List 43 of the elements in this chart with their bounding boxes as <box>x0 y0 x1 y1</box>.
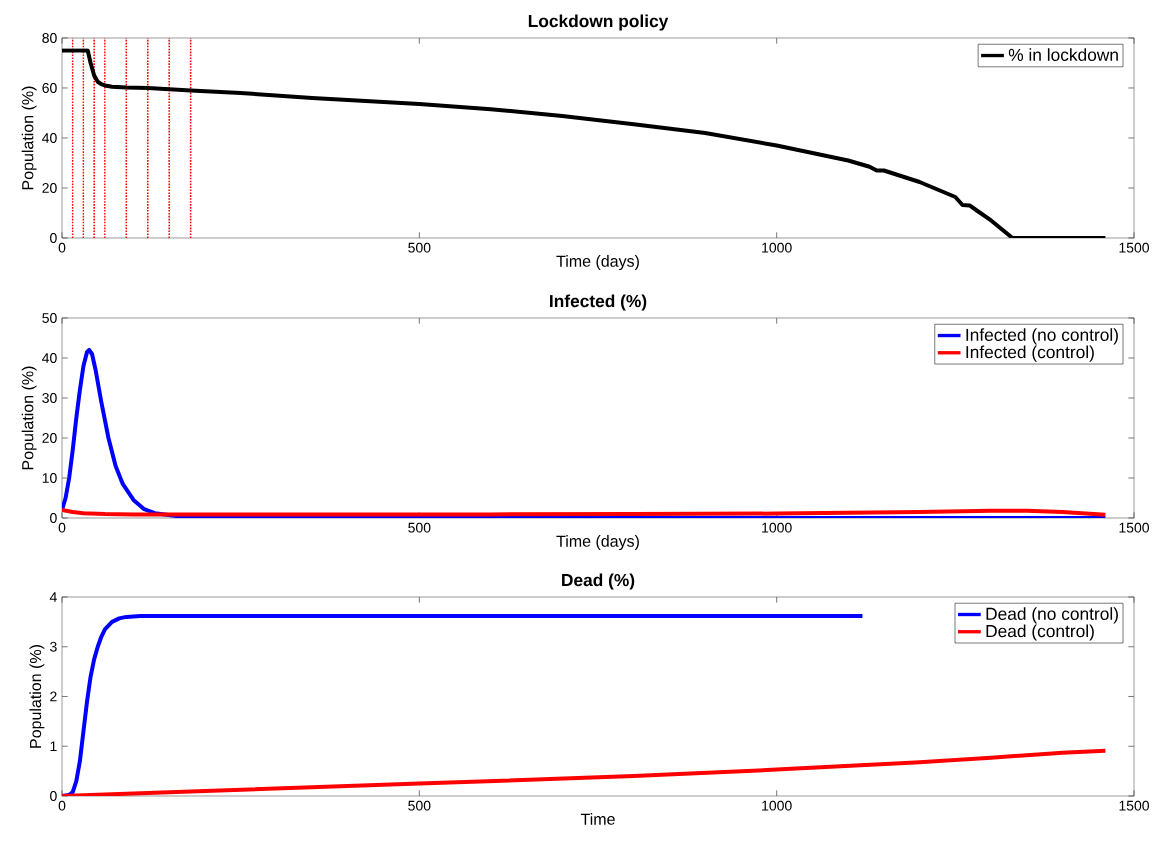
chart-title: Lockdown policy <box>528 14 669 31</box>
chart-title: Infected (%) <box>550 294 647 311</box>
x-tick-label: 0 <box>58 242 66 253</box>
y-tick-label: 3 <box>50 641 57 652</box>
y-axis-title: Population (%) <box>21 366 37 470</box>
x-tick-label: 500 <box>408 242 431 253</box>
y-tick-label: 1 <box>50 741 57 752</box>
y-tick-label: 2 <box>50 691 57 702</box>
line-series <box>62 748 1108 796</box>
y-tick-label: 50 <box>42 313 57 323</box>
x-tick-label: 0 <box>58 800 66 811</box>
y-tick-label: 40 <box>42 133 57 143</box>
x-axis-title: Time (days) <box>556 535 639 551</box>
legend-label: Dead (no control) <box>986 607 1118 624</box>
y-axis-title: Population (%) <box>29 645 45 748</box>
x-tick-label: 0 <box>58 522 66 533</box>
legend-label: Infected (no control) <box>966 328 1118 345</box>
legend-label: Dead (control) <box>986 624 1094 641</box>
x-tick-label: 1000 <box>762 800 792 811</box>
y-tick-label: 30 <box>42 393 57 403</box>
x-axis-title: Time (days) <box>556 255 639 271</box>
y-tick-label: 80 <box>42 33 57 43</box>
y-tick-label: 0 <box>50 513 57 523</box>
chart-title: Dead (%) <box>562 573 635 590</box>
y-tick-label: 0 <box>50 791 57 801</box>
y-tick-label: 20 <box>42 183 57 193</box>
y-tick-label: 40 <box>42 353 57 363</box>
y-tick-label: 20 <box>42 433 57 443</box>
x-tick-label: 1500 <box>1119 242 1150 253</box>
y-tick-label: 0 <box>50 233 57 243</box>
legend-label: Infected (control) <box>966 345 1094 362</box>
x-tick-label: 1500 <box>1119 800 1150 811</box>
x-axis-title: Time <box>580 813 615 825</box>
x-tick-label: 500 <box>408 522 431 533</box>
y-tick-label: 10 <box>42 473 57 483</box>
y-tick-label: 4 <box>49 592 57 602</box>
y-axis-title: Population (%) <box>21 86 37 190</box>
x-tick-label: 1000 <box>762 242 792 253</box>
x-tick-label: 500 <box>408 800 431 811</box>
legend-label: % in lockdown <box>1008 48 1118 61</box>
y-tick-label: 60 <box>42 83 57 93</box>
x-tick-label: 1000 <box>762 522 792 533</box>
x-tick-label: 1500 <box>1119 522 1150 533</box>
